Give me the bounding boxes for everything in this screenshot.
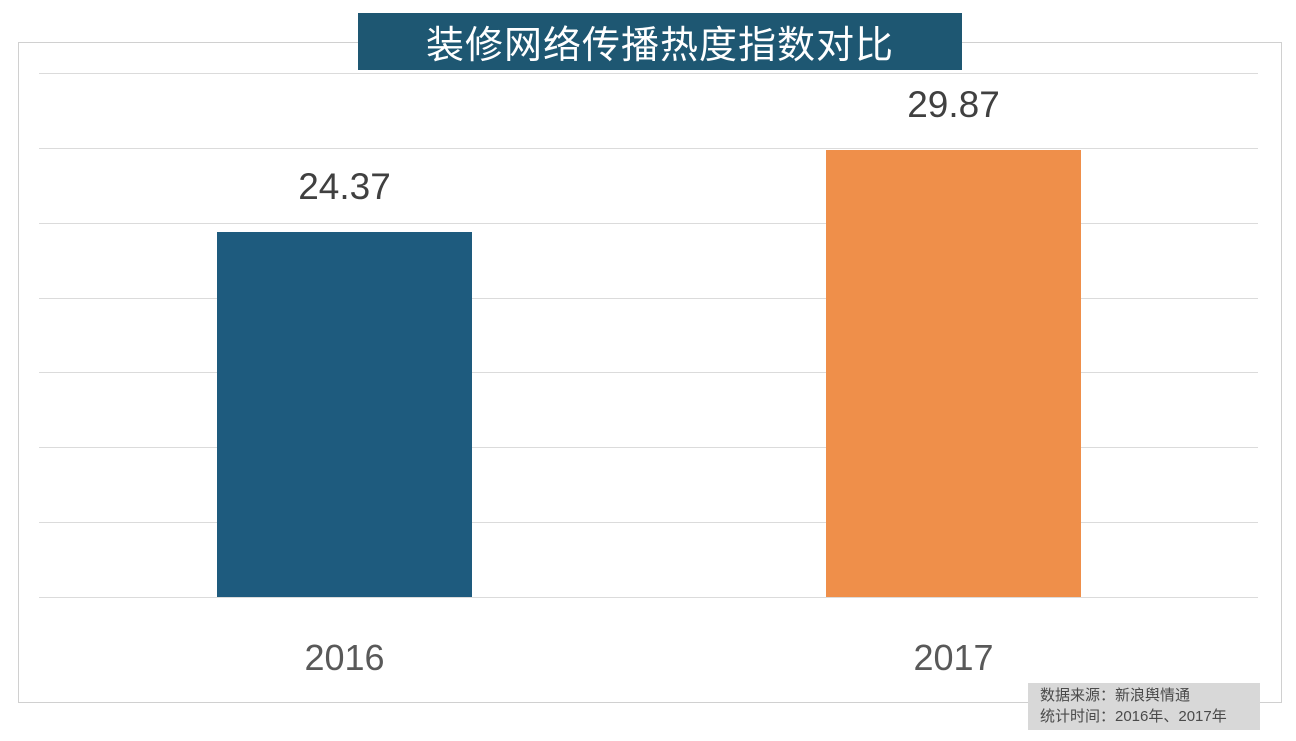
chart-title: 装修网络传播热度指数对比 (358, 13, 962, 70)
source-note-box: 数据来源：新浪舆情通 统计时间：2016年、2017年 (1028, 683, 1260, 730)
gridline (39, 597, 1258, 598)
period-line: 统计时间：2016年、2017年 (1040, 708, 1227, 725)
gridline (39, 447, 1258, 449)
gridline (39, 297, 1258, 299)
gridline (39, 222, 1258, 224)
bar-2017 (826, 149, 1081, 597)
gridline (39, 372, 1258, 374)
bar-2016 (217, 232, 472, 597)
bar-group-2016: 24.37 (217, 42, 472, 597)
gridline (39, 147, 1258, 149)
category-label-2016: 2016 (304, 637, 385, 678)
category-label-2017: 2017 (913, 637, 994, 678)
gridline (39, 73, 1258, 74)
gridline (39, 522, 1258, 524)
source-line: 数据来源：新浪舆情通 (1040, 687, 1191, 704)
bar-group-2017: 29.87 (826, 42, 1081, 597)
value-label-2017: 29.87 (907, 83, 1000, 125)
value-label-2016: 24.37 (298, 166, 391, 208)
